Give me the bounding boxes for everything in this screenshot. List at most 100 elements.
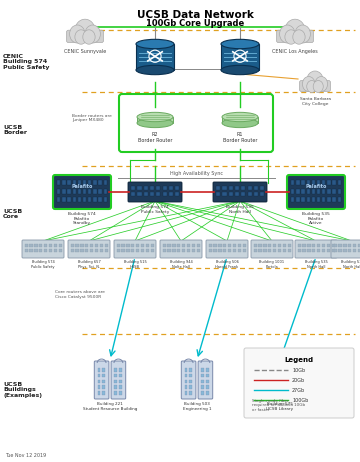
Bar xyxy=(102,374,105,377)
Text: 100Gb Core Upgrade: 100Gb Core Upgrade xyxy=(146,19,244,28)
Bar xyxy=(284,385,287,389)
Bar xyxy=(338,197,341,202)
Bar xyxy=(301,180,305,185)
Bar xyxy=(253,249,257,252)
Bar xyxy=(163,249,166,252)
Bar xyxy=(121,244,125,247)
Bar xyxy=(141,244,144,247)
Bar xyxy=(167,244,171,247)
Bar xyxy=(343,249,347,252)
Bar xyxy=(338,180,341,185)
Bar xyxy=(100,249,103,252)
Bar xyxy=(98,368,100,372)
Bar xyxy=(104,180,107,185)
Bar xyxy=(267,368,270,372)
FancyBboxPatch shape xyxy=(213,182,267,202)
Bar xyxy=(201,391,204,395)
Bar xyxy=(85,244,88,247)
Bar xyxy=(44,244,47,247)
Bar xyxy=(201,368,204,372)
Bar xyxy=(208,249,212,252)
Bar xyxy=(76,244,78,247)
Bar xyxy=(88,180,91,185)
Bar xyxy=(263,244,266,247)
Bar xyxy=(248,186,252,190)
Bar xyxy=(263,249,266,252)
Bar xyxy=(182,249,185,252)
Bar xyxy=(80,249,84,252)
Bar xyxy=(185,391,187,395)
Bar xyxy=(102,391,105,395)
Bar xyxy=(71,249,74,252)
Bar xyxy=(98,188,102,194)
Bar xyxy=(233,249,236,252)
Bar xyxy=(78,197,81,202)
Bar xyxy=(67,197,71,202)
Bar xyxy=(150,249,154,252)
Bar xyxy=(327,197,330,202)
Bar xyxy=(273,249,276,252)
Bar xyxy=(260,192,265,195)
Text: Building 506
Harold Frank: Building 506 Harold Frank xyxy=(215,260,239,268)
Ellipse shape xyxy=(221,39,259,49)
Bar xyxy=(322,180,325,185)
Bar xyxy=(163,186,167,190)
Bar xyxy=(62,188,66,194)
Bar xyxy=(126,249,130,252)
Bar xyxy=(138,192,141,195)
Bar xyxy=(119,391,122,395)
Bar xyxy=(93,188,96,194)
Text: 10Gb: 10Gb xyxy=(292,367,305,372)
FancyBboxPatch shape xyxy=(114,240,156,258)
Bar xyxy=(57,188,60,194)
Bar xyxy=(298,244,301,247)
Bar xyxy=(267,380,270,383)
Bar xyxy=(222,192,226,195)
Text: Building 535
Palafito
Active: Building 535 Palafito Active xyxy=(302,212,330,225)
FancyBboxPatch shape xyxy=(53,175,111,209)
Text: Santa Barbara
City College: Santa Barbara City College xyxy=(300,97,330,106)
Bar xyxy=(114,368,117,372)
Bar xyxy=(98,197,102,202)
Ellipse shape xyxy=(137,118,173,128)
Bar xyxy=(141,249,144,252)
Bar xyxy=(243,249,246,252)
Bar xyxy=(73,188,76,194)
Bar xyxy=(289,374,292,377)
Text: Building 657
Phys. Sci. N.: Building 657 Phys. Sci. N. xyxy=(78,260,100,268)
Bar xyxy=(175,192,179,195)
Bar xyxy=(327,244,330,247)
Text: Legend: Legend xyxy=(284,357,314,363)
Bar xyxy=(119,374,122,377)
Ellipse shape xyxy=(293,30,305,44)
Ellipse shape xyxy=(75,19,95,41)
Bar xyxy=(44,249,47,252)
FancyBboxPatch shape xyxy=(198,361,213,399)
Bar xyxy=(114,380,117,383)
Bar xyxy=(30,249,33,252)
Text: Core routers above are
Cisco Catalyst 9500R: Core routers above are Cisco Catalyst 95… xyxy=(55,290,105,298)
Bar xyxy=(298,249,301,252)
FancyBboxPatch shape xyxy=(160,240,202,258)
Bar xyxy=(284,380,287,383)
Bar xyxy=(201,385,204,389)
Bar xyxy=(332,244,335,247)
Bar xyxy=(30,244,33,247)
Bar xyxy=(322,249,325,252)
Bar xyxy=(102,368,105,372)
Bar xyxy=(105,249,108,252)
Bar xyxy=(206,374,209,377)
Bar xyxy=(95,249,98,252)
Bar xyxy=(189,391,192,395)
Text: 27Gb: 27Gb xyxy=(292,388,305,393)
Bar xyxy=(238,244,241,247)
Bar xyxy=(322,197,325,202)
Bar xyxy=(216,192,220,195)
Text: Building 535
North Hall: Building 535 North Hall xyxy=(305,260,328,268)
Bar xyxy=(307,249,311,252)
Bar xyxy=(182,244,185,247)
Text: Building 535
North Hall: Building 535 North Hall xyxy=(341,260,360,268)
Bar xyxy=(98,180,102,185)
Bar xyxy=(138,186,141,190)
Bar xyxy=(278,244,281,247)
